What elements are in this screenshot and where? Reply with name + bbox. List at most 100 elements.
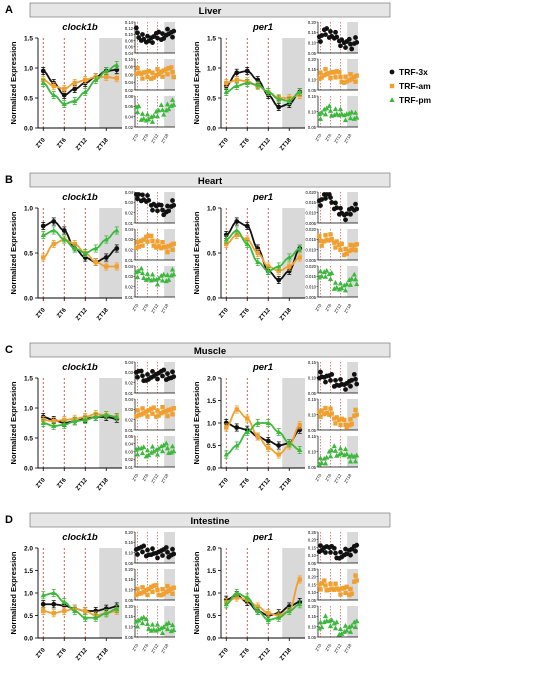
panel-letter: D [5,514,13,526]
data-point [234,83,240,88]
mini-x-tick-label: ZT0 [131,472,139,482]
mini-replicate [349,421,354,427]
mini-replicate [164,409,169,414]
data-point [297,447,303,452]
legend-marker [389,97,395,102]
mini-replicate [333,245,338,250]
mini-replicate [337,69,342,75]
mini-y-tick-label: 0.005 [306,295,317,300]
mini-replicate [332,106,339,112]
y-axis-label: Normalized Expression [9,381,18,464]
mini-replicate [347,78,352,83]
mini-night-shade [347,606,358,637]
mini-replicate [169,586,174,592]
mini-y-tick-label: 0.015 [306,237,317,242]
mini-replicate [168,272,174,278]
mini-x-tick-label: ZT0 [131,642,139,652]
night-shade [99,548,122,638]
mini-replicate [348,72,353,77]
mini-replicate [170,369,175,375]
mini-replicate [149,271,156,277]
y-tick-label: 0.0 [207,296,216,303]
mini-replicate [138,368,144,374]
mini-replicate [164,272,171,278]
mini-x-tick-label: ZT18 [343,302,353,314]
mini-replicate [329,372,335,377]
mini-replicate [156,275,162,281]
mini-replicate [347,248,352,254]
mini-replicate [316,274,322,280]
mini-replicate [347,423,352,428]
mini-replicate [144,621,151,626]
data-point [286,440,292,446]
mini-replicate [321,619,327,625]
mini-replicate [352,276,359,282]
tissue-header [29,2,391,18]
mini-y-tick-label: 0.03 [125,237,134,242]
mini-replicate [138,615,144,621]
mini-replicate [344,551,350,557]
data-point [51,227,57,233]
mini-replicate [319,624,325,630]
x-tick-label: ZT0 [218,647,230,660]
mini-y-tick-label: 0.04 [125,190,134,195]
mini-y-tick-label: 0.15 [308,614,317,619]
mini-replicate [318,70,323,75]
data-point [223,451,229,457]
mini-y-tick-label: 0.06 [125,72,134,77]
y-tick-label: 1.0 [24,406,33,413]
mini-replicate [146,116,152,122]
mini-replicate [150,40,155,45]
mini-replicate [165,583,170,589]
mini-replicate [148,277,154,283]
mini-y-tick-label: 0.10 [308,449,317,454]
mini-replicate [164,67,169,72]
mini-x-tick-label: ZT0 [131,302,139,312]
mini-replicate [170,247,175,252]
mini-replicate [338,247,343,252]
data-point [223,601,229,607]
x-tick-label: ZT6 [239,307,251,320]
mini-replicate [161,271,167,277]
x-tick-label: ZT12 [258,307,272,322]
mini-replicate [338,43,343,49]
mini-replicate [348,242,353,248]
mini-replicate [344,584,349,590]
data-point [103,610,109,616]
mini-replicate [346,624,352,630]
tissue-title: Heart [198,176,223,187]
mini-replicate [334,239,339,244]
data-point [245,237,250,242]
mini-x-tick-label: ZT6 [141,132,149,142]
mini-replicate [140,32,145,37]
mini-replicate [328,581,333,587]
mini-y-tick-label: 0.04 [125,442,134,447]
mini-replicate [139,450,146,456]
mini-replicate [349,276,355,281]
y-tick-label: 0.0 [24,296,33,303]
mini-y-tick-label: 0.02 [125,457,134,462]
mini-replicate [331,286,337,291]
mini-replicate [354,578,359,583]
mini-y-tick-label: 0.005 [306,258,317,263]
mini-replicate [160,239,165,245]
mini-replicate [322,411,327,417]
mini-replicate [322,613,329,619]
mini-replicate [334,415,339,420]
mini-replicate [316,461,322,467]
x-tick-label: ZT6 [56,477,68,490]
mini-replicate [140,243,145,248]
data-point [276,443,282,448]
mini-replicate [338,205,343,211]
data-point [104,74,109,80]
mini-replicate [140,192,145,198]
mini-y-tick-label: 0.05 [308,125,317,130]
data-point [297,423,302,428]
data-point [244,429,250,434]
mini-y-tick-label: 0.05 [308,561,317,566]
mini-replicate [171,448,177,454]
mini-y-tick-label: 0.03 [125,407,134,412]
y-tick-label: 0.5 [24,251,33,258]
mini-replicate [333,581,338,586]
data-point [234,219,240,224]
